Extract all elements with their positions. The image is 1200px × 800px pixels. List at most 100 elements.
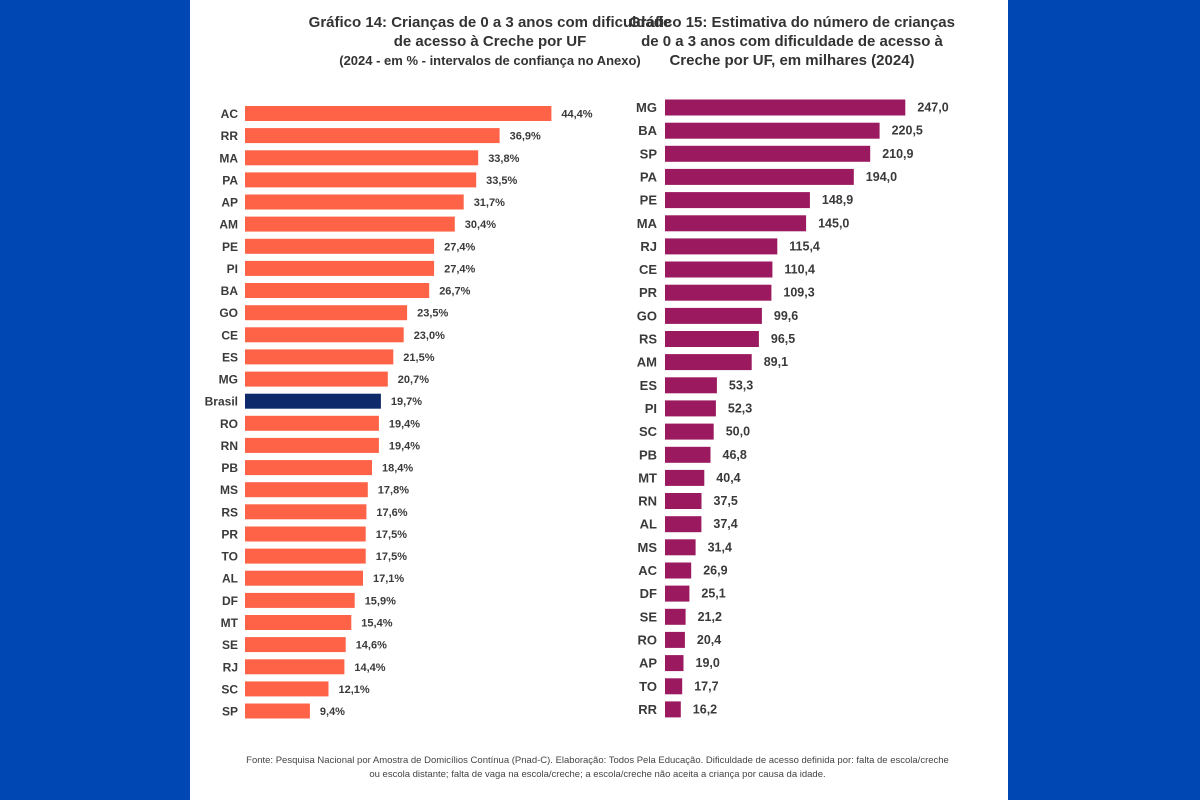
chart14-category-label-es: ES [222,350,238,364]
chart15-title-line2: de 0 a 3 anos com dificuldade de acesso … [641,33,943,50]
chart14-value-label-to: 17,5% [376,551,407,563]
chart14-value-label-am: 30,4% [465,219,496,231]
chart14-category-label-sc: SC [221,682,238,696]
chart15-value-label-pb: 46,8 [723,448,747,462]
chart14-category-label-ap: AP [221,196,238,210]
chart15-bar-es [665,377,717,394]
chart14-bar-ro [245,415,379,431]
chart14-bar-es [245,349,394,365]
chart15-bar-pi [665,400,716,417]
chart15-bar-am [665,354,752,371]
chart15-value-label-rn: 37,5 [714,494,738,508]
chart15-value-label-ba: 220,5 [892,124,923,138]
chart15-bar-go [665,307,762,324]
chart14-value-label-go: 23,5% [417,308,448,320]
chart15-bar-ap [665,655,684,672]
chart15-value-label-ma: 145,0 [818,216,849,230]
chart14-bar-to [245,548,366,564]
chart15-category-label-ap: AP [639,656,657,671]
chart15-bar-ba [665,122,880,139]
chart15-bar-chart: MG 247,0 BA 220,5 SP 210,9 PA 194,0 PE 148,9 MA 145… [636,99,949,718]
footnote-line2: ou escola distante; falta de vaga na esc… [369,769,826,780]
chart14-category-label-ma: MA [219,151,238,165]
chart15-bar-mt [665,469,705,486]
chart14-category-label-sp: SP [222,705,238,719]
chart15-bar-pb [665,446,711,463]
chart15-bar-al [665,516,702,533]
chart14-bar-rs [245,504,367,520]
chart14-bar-rr [245,128,500,144]
chart15-category-label-go: GO [637,308,657,323]
chart14-value-label-ma: 33,8% [488,153,519,165]
chart15-category-label-pa: PA [640,169,658,184]
chart15-bar-pr [665,284,772,301]
chart15-value-label-go: 99,6 [774,309,798,323]
chart14-value-label-df: 15,9% [365,595,396,607]
chart14-value-label-rj: 14,4% [354,662,385,674]
footnote: Fonte: Pesquisa Nacional por Amostra de … [210,754,985,782]
chart14-category-label-rn: RN [221,439,238,453]
chart15-category-label-ro: RO [638,632,658,647]
chart15-value-label-se: 21,2 [698,610,722,624]
chart14-value-label-mg: 20,7% [398,374,429,386]
chart15-bar-sp [665,145,871,162]
chart14-category-label-go: GO [219,306,238,320]
chart14-category-label-df: DF [222,594,238,608]
chart14-bar-se [245,637,346,653]
chart14-bar-ce [245,327,404,343]
chart15-value-label-mg: 247,0 [917,101,948,115]
chart14-bar-ac [245,106,552,121]
chart15-category-label-ms: MS [638,540,658,555]
chart15-value-label-rj: 115,4 [789,239,820,253]
chart15-bar-rn [665,493,702,509]
chart14-value-label-pr: 17,5% [376,529,407,541]
chart15-category-label-to: TO [639,679,657,694]
chart15-category-label-sc: SC [639,424,658,439]
chart14-value-label-sc: 12,1% [339,684,370,696]
chart14-value-label-mt: 15,4% [361,618,392,630]
chart15-category-label-rj: RJ [640,239,657,254]
chart15-category-label-se: SE [640,609,658,624]
chart15-bar-pa [665,168,854,185]
chart15-value-label-ce: 110,4 [784,263,815,277]
chart15-value-label-es: 53,3 [729,378,753,392]
chart14-title-line2: de acesso à Creche por UF [393,33,587,50]
chart14-category-label-pi: PI [227,262,238,276]
chart14-bar-ms [245,482,368,498]
chart15-value-label-mt: 40,4 [716,471,740,485]
chart14-bar-mt [245,615,352,630]
chart14-category-label-am: AM [219,218,238,232]
chart14-value-label-ba: 26,7% [439,286,470,298]
chart14-category-label-mt: MT [221,616,239,630]
chart15-category-label-mt: MT [638,470,657,485]
chart15-category-label-ce: CE [639,262,657,277]
chart15-category-label-ba: BA [638,123,657,138]
chart14-value-label-se: 14,6% [356,640,387,652]
chart14-bar-pi [245,260,435,276]
chart14-value-label-rr: 36,9% [510,131,541,143]
chart15-category-label-pi: PI [645,401,657,416]
chart15-value-label-rs: 96,5 [771,332,795,346]
chart15-category-label-pb: PB [639,447,657,462]
chart14-category-label-ms: MS [220,483,238,497]
chart14-bar-pr [245,526,366,542]
chart14-value-label-ro: 19,4% [389,418,420,430]
chart14-bar-ma [245,150,479,166]
chart14-category-label-ba: BA [221,284,239,298]
chart15-bar-mg [665,99,906,116]
chart15-bar-ma [665,215,807,232]
chart15-bar-se [665,608,686,625]
chart14-category-label-to: TO [222,550,238,564]
chart15-value-label-ap: 19,0 [696,656,720,670]
chart14-bar-pe [245,238,435,254]
chart14-bar-sc [245,681,329,697]
chart15-value-label-al: 37,4 [713,517,737,531]
chart14-value-label-es: 21,5% [403,352,434,364]
chart14-value-label-pe: 27,4% [444,241,475,253]
chart14-category-label-pb: PB [221,461,238,475]
chart14-value-label-pi: 27,4% [444,263,475,275]
chart14-bar-sp [245,703,310,719]
content-panel: Gráfico 14: Crianças de 0 a 3 anos com d… [190,0,1008,800]
chart14-category-label-pa: PA [222,173,238,187]
chart14-bar-pa [245,172,477,188]
